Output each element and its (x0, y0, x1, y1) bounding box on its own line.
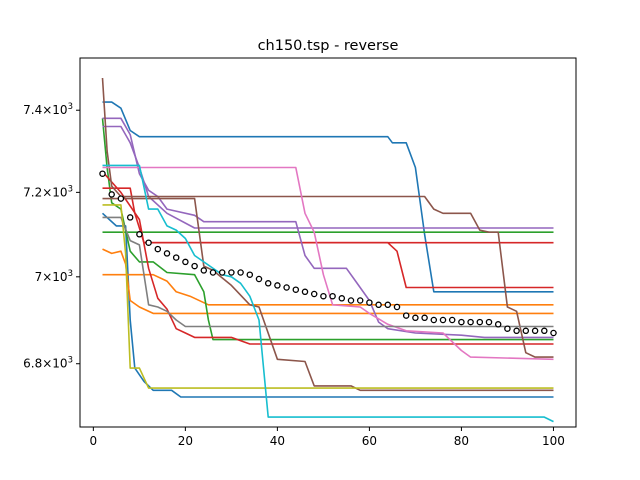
marker-point (522, 327, 530, 335)
marker-point (476, 318, 484, 326)
marker-point (485, 318, 493, 326)
series-line-14 (102, 166, 554, 361)
series-line-4 (102, 273, 554, 306)
y-tick-label: 6.8×103 (23, 356, 73, 371)
x-tick-label: 60 (362, 434, 377, 448)
series-line-2 (101, 212, 554, 398)
x-tick-label: 80 (454, 434, 469, 448)
chart-title: ch150.tsp - reverse (258, 38, 399, 54)
marker-point (237, 269, 244, 276)
marker-point (191, 262, 198, 270)
marker-point (264, 280, 272, 287)
marker-point (182, 258, 189, 266)
marker-point (421, 314, 428, 322)
y-tick-label: 7×103 (35, 269, 73, 284)
marker-point (356, 297, 364, 304)
marker-point (145, 239, 152, 246)
marker-layer (99, 170, 557, 337)
marker-point (513, 327, 520, 335)
marker-point (439, 316, 447, 324)
marker-point (338, 295, 346, 302)
y-tick-label: 7.4×103 (23, 102, 73, 117)
marker-point (218, 269, 226, 276)
series-line-12 (101, 77, 554, 358)
series-line-17 (102, 164, 554, 423)
marker-point (402, 312, 410, 319)
marker-point (126, 214, 134, 221)
marker-point (329, 292, 336, 300)
marker-point (458, 318, 465, 326)
x-tick-label: 0 (90, 434, 98, 448)
marker-point (283, 284, 290, 291)
marker-point (209, 269, 217, 276)
marker-point (504, 325, 511, 332)
x-tick-label: 40 (270, 434, 285, 448)
marker-point (292, 286, 300, 293)
marker-point (301, 288, 309, 296)
series-line-16 (102, 204, 554, 389)
x-tick-label: 100 (542, 434, 565, 448)
marker-point (541, 327, 548, 335)
y-axis: 6.8×103 7×103 7.2×103 7.4×103 (23, 102, 80, 371)
marker-point (430, 316, 438, 324)
y-tick-label: 7.2×103 (23, 184, 73, 199)
marker-point (412, 314, 419, 322)
marker-point (375, 301, 382, 309)
marker-point (320, 292, 327, 300)
marker-point (163, 250, 171, 257)
marker-point (550, 329, 557, 337)
marker-point (172, 254, 180, 261)
series-line-13 (102, 197, 554, 392)
marker-point (448, 316, 456, 324)
marker-point (228, 269, 235, 276)
series-line-3 (102, 248, 554, 315)
marker-point (531, 327, 539, 335)
marker-point (99, 170, 106, 177)
marker-point (274, 282, 281, 289)
x-tick-label: 20 (178, 434, 193, 448)
marker-point (255, 275, 263, 283)
marker-point (310, 290, 318, 298)
series-line-5 (101, 118, 554, 341)
marker-point (200, 267, 208, 274)
series-line-15 (102, 216, 554, 328)
marker-point (347, 297, 355, 304)
series-line-9 (144, 241, 554, 289)
series-line-8 (101, 171, 554, 345)
marker-point (494, 321, 502, 328)
marker-point (154, 245, 162, 253)
x-axis: 0 20 40 60 80 100 (90, 427, 565, 448)
marker-point (467, 318, 474, 326)
marker-point (393, 303, 401, 311)
marker-point (117, 195, 125, 202)
marker-point (136, 231, 143, 238)
marker-point (366, 299, 373, 306)
marker-point (384, 301, 392, 309)
plot-frame (79, 57, 577, 428)
marker-point (246, 271, 254, 278)
series-line-1 (102, 101, 554, 293)
series-layer (101, 77, 554, 423)
marker-point (108, 191, 115, 198)
